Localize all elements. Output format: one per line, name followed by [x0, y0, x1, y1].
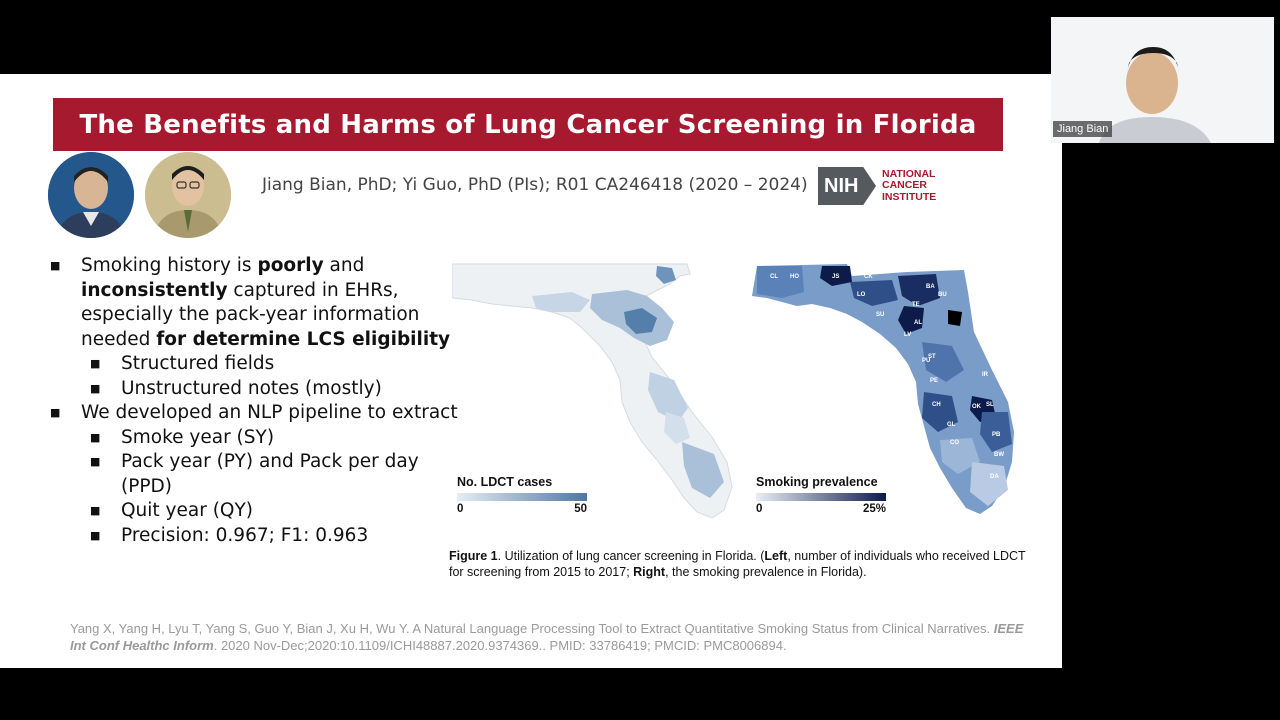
smoking-prevalence-map — [752, 264, 1014, 514]
presenter-photo-yi-guo — [145, 152, 231, 238]
sub-bullet: ■ Structured fields — [48, 352, 458, 377]
county-label: SL — [986, 402, 994, 408]
nih-badge: NIH — [818, 167, 876, 205]
bullet-text: and — [323, 255, 365, 276]
nci-wordmark: NATIONAL CANCER INSTITUTE — [882, 167, 937, 204]
citation-details: . 2020 Nov-Dec;2020:10.1109/ICHI48887.20… — [213, 638, 787, 653]
bullet-bold-text: inconsistently — [81, 279, 228, 301]
caption-text: , the smoking prevalence in Florida). — [665, 565, 867, 579]
participant-name-tag: Jiang Bian — [1053, 121, 1113, 137]
presentation-slide: The Benefits and Harms of Lung Cancer Sc… — [0, 74, 1062, 668]
county-labels: CL HO JS CK LO BA BU TE AL LV PU ST IR SL OK PB BW CO DA CH… — [452, 262, 1032, 527]
authors-line: Jiang Bian, PhD; Yi Guo, PhD (PIs); R01 … — [262, 175, 808, 195]
caption-text: . Utilization of lung cancer screening i… — [497, 549, 765, 563]
sub-bullet-text: Pack year (PY) and Pack per day (PPD) — [121, 451, 419, 497]
participant-video-tile[interactable] — [1051, 17, 1274, 143]
sub-bullet-text: Unstructured notes (mostly) — [121, 377, 382, 399]
bullet-bold-text: for determine LCS eligibility — [156, 328, 451, 350]
county-label: CH — [932, 402, 941, 408]
bullet-smoking-history: ■ Smoking history is poorly and inconsis… — [48, 254, 458, 352]
nci-line-2: CANCER — [882, 179, 927, 192]
nci-line-1: NATIONAL — [882, 167, 936, 180]
square-bullet-icon: ■ — [90, 455, 101, 468]
caption-bold: Left — [764, 549, 788, 563]
sub-bullet: ■ Pack year (PY) and Pack per day (PPD) — [48, 450, 458, 499]
county-label: PB — [992, 432, 1001, 438]
citation-authors: Yang X, Yang H, Lyu T, Yang S, Guo Y, Bi… — [70, 621, 994, 636]
legend-ticks: 0 25% — [756, 503, 886, 515]
county-label: BA — [926, 284, 935, 290]
figure-caption: Figure 1. Utilization of lung cancer scr… — [449, 548, 1039, 580]
county-label: CO — [950, 440, 959, 446]
county-label: CK — [864, 274, 873, 280]
county-label: AL — [914, 320, 922, 326]
legend-color-bar — [756, 493, 886, 501]
sub-bullet: ■ Precision: 0.967; F1: 0.963 — [48, 524, 458, 549]
county-label: DA — [990, 474, 999, 480]
florida-maps-figure: No. LDCT cases 0 50 Smoking prevalence 0 2… — [451, 262, 1032, 527]
county-label: BW — [994, 452, 1004, 458]
florida-maps-image — [451, 263, 1014, 519]
bullet-text: Smoking history is — [81, 255, 258, 276]
sub-bullet: ■ Quit year (QY) — [48, 499, 458, 524]
legend-color-bar — [457, 493, 587, 501]
county-label: HO — [790, 274, 799, 280]
county-label: BU — [938, 292, 947, 298]
legend-title: Smoking prevalence — [756, 475, 878, 489]
sub-bullet-text: Precision: 0.967; F1: 0.963 — [121, 524, 369, 546]
person-photo-icon — [48, 152, 134, 238]
bullet-nlp-pipeline: ■ We developed an NLP pipeline to extract — [48, 401, 458, 426]
county-label: CL — [770, 274, 778, 280]
square-bullet-icon: ■ — [90, 381, 101, 395]
legend-max: 50 — [574, 503, 587, 515]
caption-bold: Right — [633, 565, 666, 579]
bullet-bold-text: poorly — [257, 255, 324, 276]
bullet-text: captured in EHRs, especially the pack-ye… — [81, 279, 420, 350]
bullet-list: ■ Smoking history is poorly and inconsis… — [48, 254, 458, 548]
slide-title: The Benefits and Harms of Lung Cancer Sc… — [53, 98, 1003, 151]
ldct-cases-legend: No. LDCT cases 0 50 — [457, 475, 587, 515]
county-label: JS — [832, 274, 840, 280]
legend-min: 0 — [756, 503, 763, 515]
square-bullet-icon: ■ — [50, 259, 61, 272]
smoking-prevalence-legend: Smoking prevalence 0 25% — [756, 475, 886, 515]
sub-bullet: ■ Unstructured notes (mostly) — [48, 377, 458, 402]
county-label: PE — [930, 378, 939, 384]
ldct-cases-map — [451, 263, 733, 519]
sub-bullet: ■ Smoke year (SY) — [48, 426, 458, 451]
figure-label: Figure 1 — [449, 549, 498, 563]
legend-max: 25% — [862, 503, 886, 515]
presenter-photo-jiang-bian — [48, 152, 134, 238]
caption-text: , number of individuals who received LDC… — [449, 549, 1026, 579]
nih-logo: NIH NATIONAL CANCER INSTITUTE — [818, 167, 936, 205]
bullet-text: We developed an NLP pipeline to extract — [81, 402, 458, 423]
sub-bullet-text: Quit year (QY) — [121, 500, 254, 521]
sub-bullet-text: Smoke year (SY) — [121, 426, 275, 448]
nci-line-3: INSTITUTE — [882, 190, 937, 203]
square-bullet-icon: ■ — [90, 357, 101, 370]
county-label: GL — [947, 422, 956, 428]
county-label: OK — [972, 404, 981, 410]
square-bullet-icon: ■ — [50, 406, 61, 419]
reference-citation: Yang X, Yang H, Lyu T, Yang S, Guo Y, Bi… — [70, 620, 1030, 654]
county-label: LV — [904, 332, 912, 338]
legend-title: No. LDCT cases — [457, 475, 553, 489]
legend-ticks: 0 50 — [457, 503, 587, 515]
county-label: ST — [928, 354, 936, 360]
citation-journal: IEEE Int Conf Healthc Inform — [70, 621, 1024, 653]
county-label: TE — [912, 302, 920, 308]
square-bullet-icon: ■ — [90, 430, 101, 444]
square-bullet-icon: ■ — [90, 504, 101, 517]
county-label: SU — [876, 312, 885, 318]
legend-min: 0 — [457, 503, 464, 515]
county-label: LO — [857, 292, 866, 298]
sub-bullet-text: Structured fields — [121, 353, 275, 374]
square-bullet-icon: ■ — [90, 528, 101, 542]
county-label: PU — [922, 358, 931, 364]
person-photo-icon — [145, 152, 231, 238]
county-label: IR — [982, 372, 988, 378]
